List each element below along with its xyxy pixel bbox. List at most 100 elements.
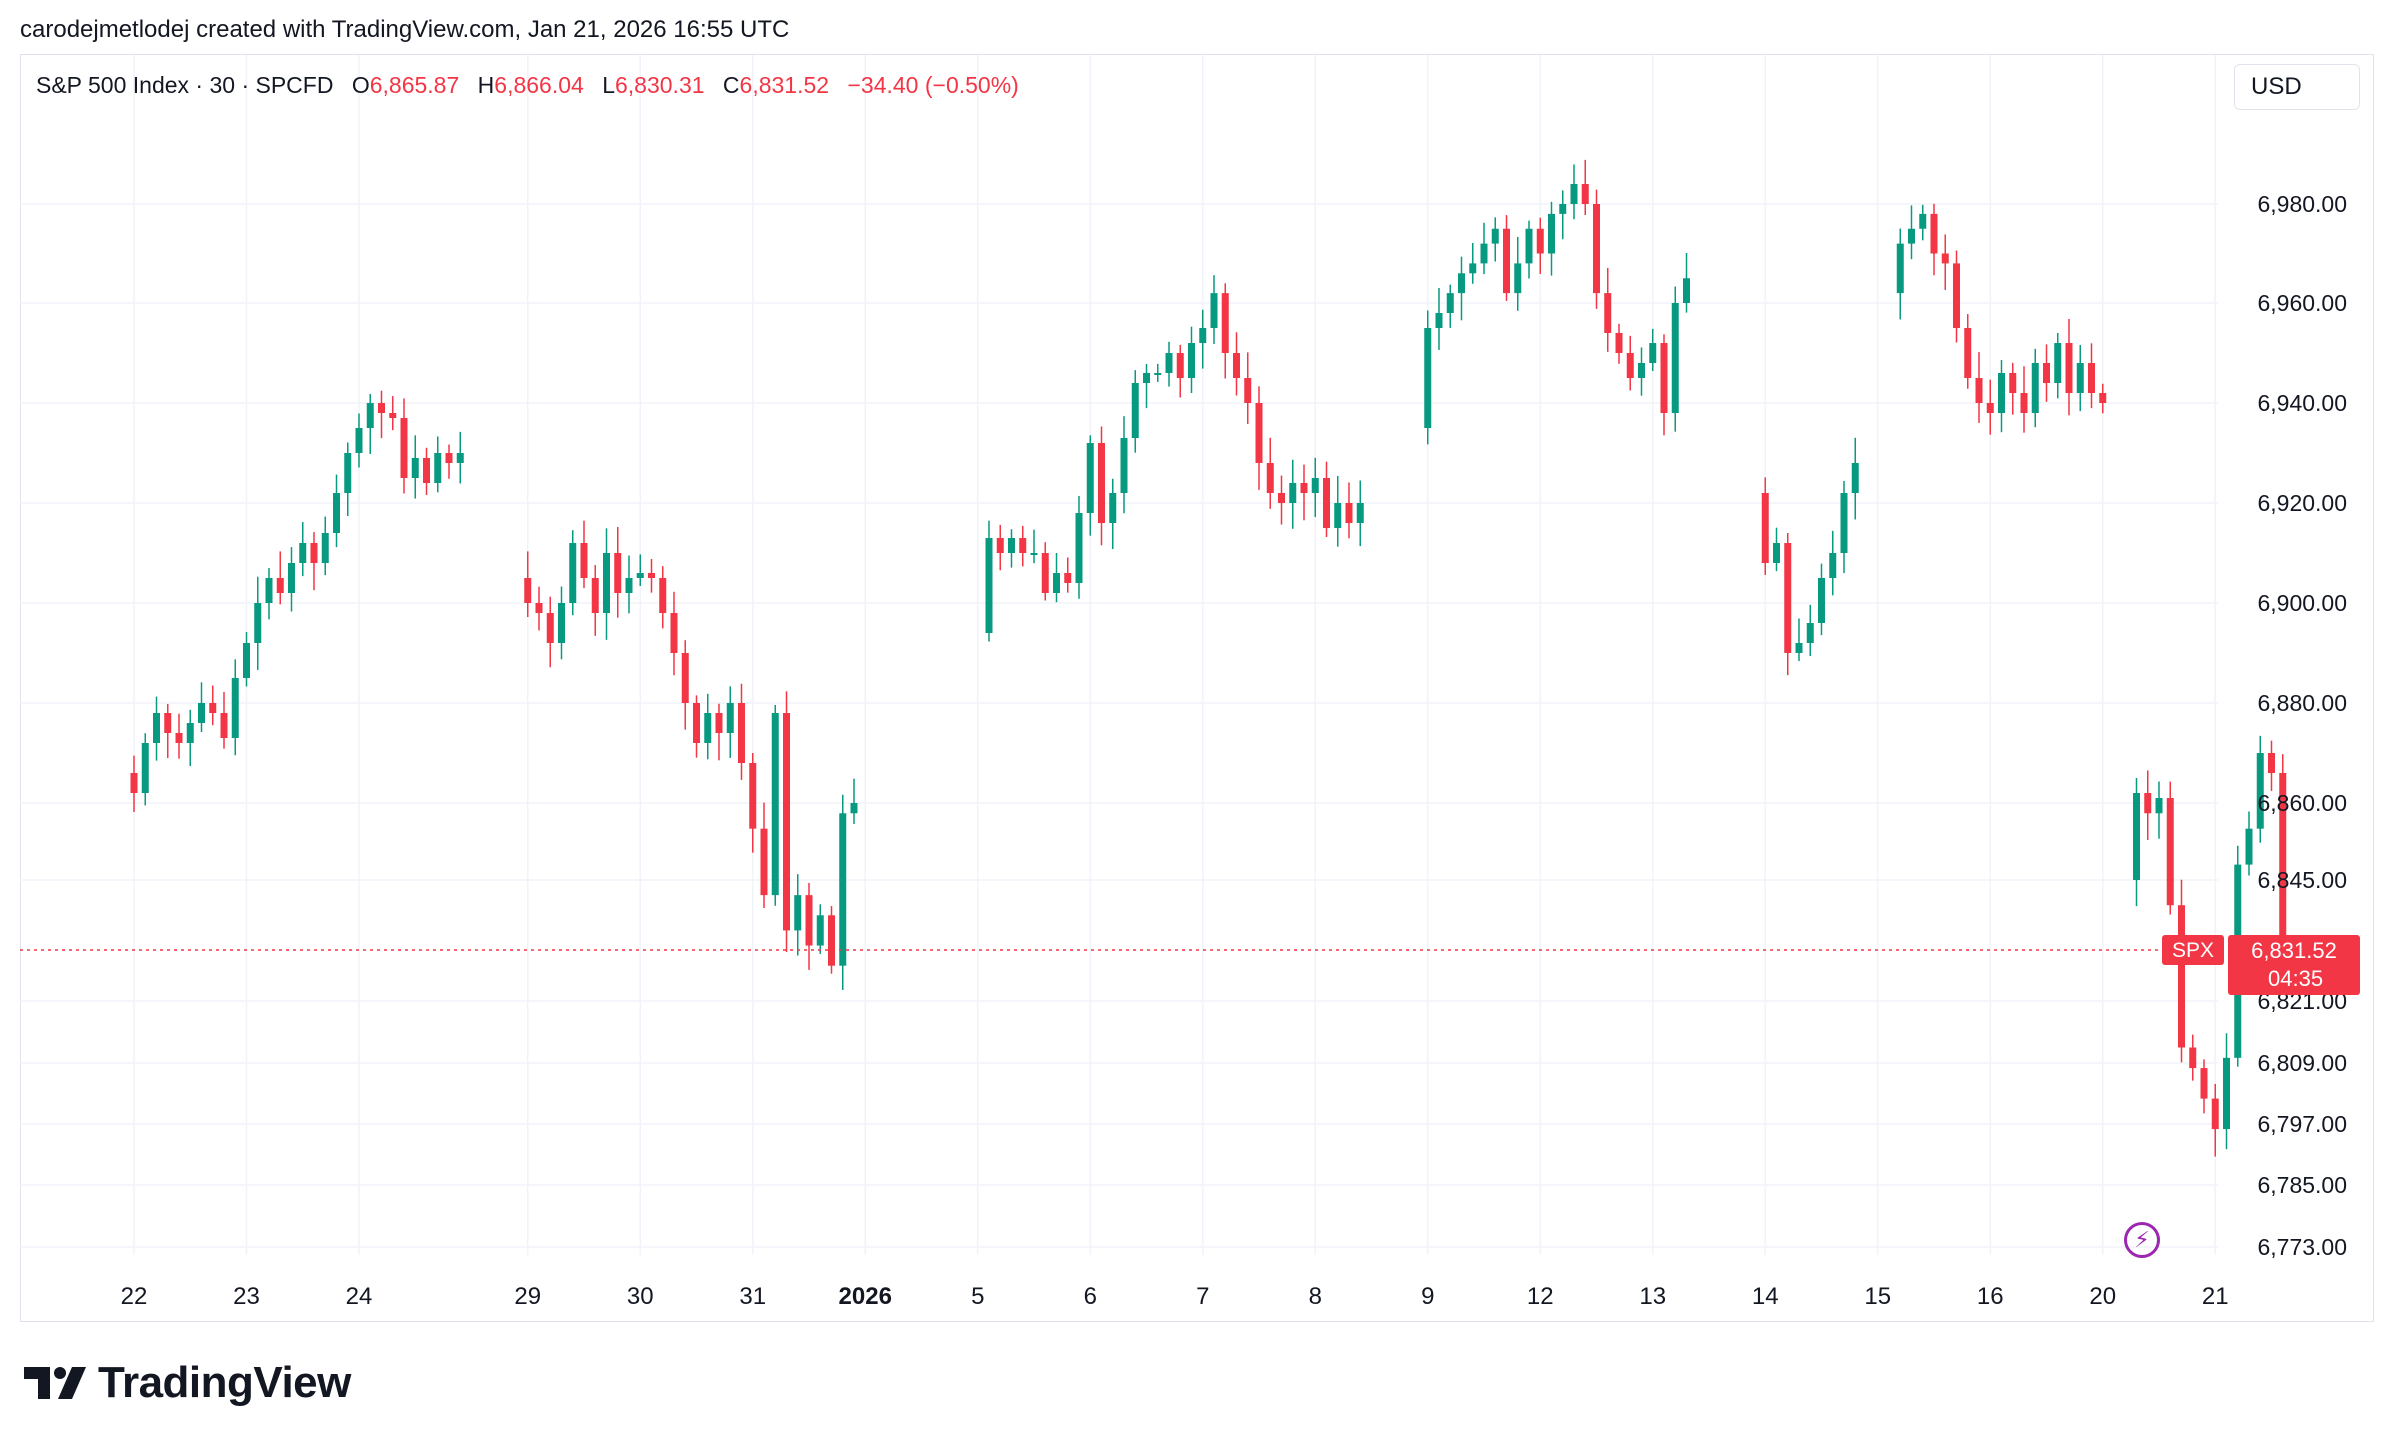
y-tick-label: 6,860.00 <box>2257 790 2347 816</box>
high-label: H <box>477 72 495 98</box>
candle <box>1829 530 1837 596</box>
x-tick-label: 5 <box>971 1283 984 1310</box>
candle-body <box>693 703 700 743</box>
candle <box>1818 563 1825 636</box>
candle <box>175 713 183 759</box>
candle-body <box>749 763 757 829</box>
candle-body <box>2189 1047 2197 1069</box>
y-tick-label: 6,900.00 <box>2257 590 2347 616</box>
candle <box>2065 318 2073 416</box>
candle-body <box>1536 228 1544 254</box>
candle <box>805 882 813 970</box>
candle-body <box>445 453 453 463</box>
candle <box>1143 363 1150 409</box>
candle-body <box>243 643 250 678</box>
candle <box>1919 204 1927 241</box>
candle <box>1986 379 1994 435</box>
candles <box>130 159 2287 1157</box>
candle-body <box>1323 478 1330 528</box>
candle-body <box>1278 493 1285 503</box>
candle-body <box>1829 553 1837 578</box>
candle <box>265 568 273 620</box>
change-value: −34.40 (−0.50%) <box>847 72 1019 98</box>
candle <box>1570 164 1578 220</box>
candle-body <box>209 703 217 713</box>
candle-body <box>2144 793 2152 814</box>
candle <box>749 752 757 853</box>
candle <box>2099 383 2107 414</box>
candle-body <box>2099 393 2107 403</box>
candle <box>1638 347 1645 396</box>
candle-body <box>648 573 655 578</box>
candle-body <box>175 733 183 743</box>
candle-body <box>1480 243 1488 264</box>
candle <box>580 520 588 589</box>
candle <box>310 532 318 591</box>
candle-body <box>2178 905 2185 1048</box>
candle <box>2144 770 2152 840</box>
candle <box>1446 284 1454 328</box>
candle-body <box>1289 483 1297 503</box>
candle-body <box>738 703 745 763</box>
candle-body <box>2166 798 2174 906</box>
candle-body <box>1593 204 1600 294</box>
candle <box>1345 482 1353 539</box>
candle-body <box>1570 184 1578 204</box>
x-tick-label: 20 <box>2089 1283 2116 1310</box>
candle-body <box>1188 343 1195 378</box>
candle-body <box>603 553 610 613</box>
candle-body <box>1975 378 1983 403</box>
candle <box>715 703 723 761</box>
candle-body <box>2223 1057 2230 1130</box>
x-tick-label: 29 <box>514 1283 541 1310</box>
candle <box>153 696 160 761</box>
candle-body <box>828 915 835 966</box>
candle <box>400 398 408 494</box>
candle-body <box>1064 573 1072 583</box>
last-price-tag <box>2228 935 2360 995</box>
candle-body <box>276 578 284 593</box>
candle-body <box>681 653 689 703</box>
candle-body <box>1908 228 1915 244</box>
candle-body <box>2256 753 2264 829</box>
candle-body <box>2076 363 2084 393</box>
lightning-icon[interactable]: ⚡ <box>2124 1222 2160 1258</box>
currency-button[interactable]: USD <box>2234 64 2360 110</box>
candle <box>423 447 430 495</box>
candle <box>1098 426 1105 546</box>
candle <box>411 435 419 499</box>
candle-body <box>130 773 138 793</box>
candle-body <box>558 603 565 643</box>
bar-countdown-text: 04:35 <box>2268 966 2323 991</box>
candle-body <box>1660 343 1668 413</box>
candle <box>231 659 239 756</box>
x-tick-label: 22 <box>121 1283 148 1310</box>
y-tick-label: 6,845.00 <box>2257 867 2347 893</box>
candle <box>1165 341 1173 387</box>
candle-body <box>1165 353 1173 373</box>
candle-body <box>1964 328 1972 378</box>
candle-body <box>760 828 768 896</box>
candle <box>1266 437 1274 509</box>
candle-body <box>1525 228 1533 264</box>
candle-body <box>400 418 408 478</box>
candle-body <box>153 713 160 743</box>
candle <box>591 565 599 636</box>
symbol-title: S&P 500 Index · 30 · SPCFD <box>36 72 334 98</box>
candle <box>1649 328 1657 372</box>
candle-body <box>659 578 667 613</box>
candle <box>1840 480 1848 574</box>
candle-body <box>321 533 329 563</box>
x-tick-label: 7 <box>1196 1283 1209 1310</box>
candle <box>1491 217 1499 262</box>
candle <box>141 733 149 806</box>
close-value: 6,831.52 <box>739 72 830 98</box>
y-tick-label: 6,940.00 <box>2257 390 2347 416</box>
candle <box>738 683 745 780</box>
candle-body <box>771 713 779 896</box>
candle-body <box>1008 538 1015 553</box>
candle-body <box>1030 553 1038 555</box>
candle <box>164 703 172 759</box>
candle <box>2279 754 2287 968</box>
